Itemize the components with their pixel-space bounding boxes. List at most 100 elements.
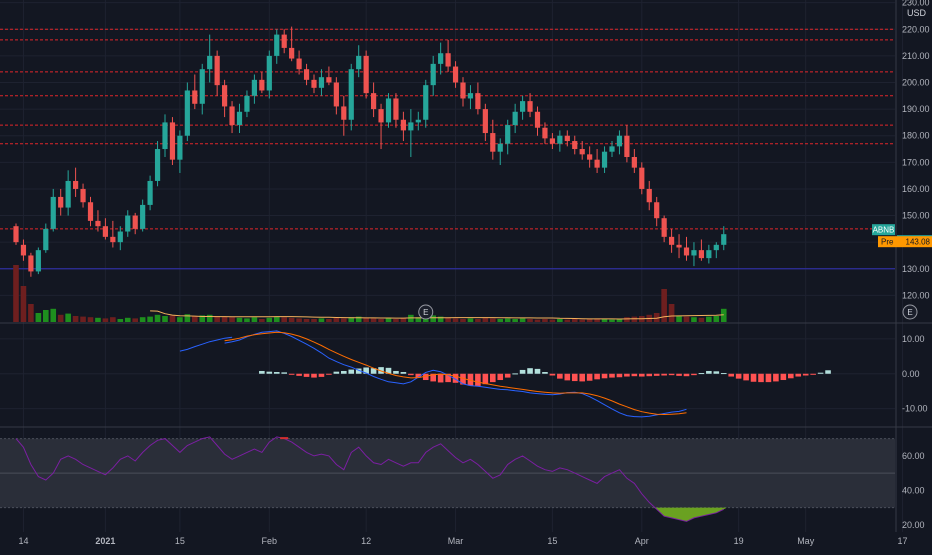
candle-body <box>43 228 49 251</box>
volume-bar <box>378 319 384 322</box>
volume-bar <box>348 317 355 322</box>
volume-bar <box>199 315 206 322</box>
macd-histogram-bar <box>259 370 265 374</box>
volume-average-line <box>150 310 724 320</box>
candlesticks <box>13 26 727 277</box>
time-tick-label: 17 <box>898 536 908 546</box>
volume-bar <box>549 319 556 322</box>
earnings-marker[interactable] <box>418 304 434 320</box>
volume-bar <box>445 317 451 322</box>
macd-histogram-bar <box>810 373 816 375</box>
volume-bar <box>504 318 511 322</box>
macd-histogram-bar <box>817 372 824 374</box>
volume-bar <box>713 316 720 322</box>
pre-market-badge <box>878 236 932 248</box>
candle-body <box>713 244 719 251</box>
volume-bar <box>65 313 71 322</box>
signal-line <box>224 331 687 416</box>
volume-bar <box>557 319 563 322</box>
macd-histogram-bar <box>288 373 295 375</box>
volume-bar <box>72 316 79 322</box>
macd-histogram-bar <box>534 368 541 374</box>
rsi-tick-label: 20.00 <box>902 520 925 530</box>
volume-bar <box>571 319 578 322</box>
candle-body <box>430 63 436 86</box>
earnings-marker[interactable] <box>902 304 918 320</box>
macd-histogram-bar <box>333 371 340 374</box>
volume-bar <box>616 319 623 322</box>
price-tick-label: 230.00 <box>902 0 930 8</box>
macd-histogram-bar <box>735 373 742 379</box>
candle-body <box>244 95 250 112</box>
volume-bar <box>303 319 310 322</box>
horizontal-levels <box>0 28 895 270</box>
macd-histogram-bar <box>445 373 451 383</box>
candle-body <box>356 55 362 70</box>
macd-histogram-bar <box>802 373 809 376</box>
candle-body <box>572 141 578 150</box>
volume-bar <box>720 308 727 322</box>
candle-body <box>460 82 466 99</box>
volume-bar <box>273 316 280 322</box>
volume-bar <box>154 314 161 322</box>
macd-histogram-bar <box>586 373 593 381</box>
macd-histogram-bar <box>616 373 623 378</box>
candle-body <box>371 93 377 110</box>
macd-histogram-bar <box>683 373 690 377</box>
time-axis[interactable]: 14202115Feb12Mar15Apr19May17Jun14Jul <box>18 536 932 546</box>
price-tick-label: 150.00 <box>902 211 930 221</box>
volume-bar <box>259 319 265 322</box>
ticker-label: ABNB <box>873 226 895 235</box>
macd-histogram-bar <box>713 371 720 374</box>
price-tick-label: 120.00 <box>902 290 930 300</box>
currency-label: USD <box>907 8 927 18</box>
volume-bar <box>162 316 168 322</box>
volume-bar <box>370 318 377 322</box>
price-tick-label: 160.00 <box>902 184 930 194</box>
macd-histogram-bar <box>728 373 734 377</box>
candle-body <box>415 119 421 123</box>
macd-histogram-bar <box>720 373 727 375</box>
candle-body <box>117 231 123 243</box>
volume-bar <box>251 317 258 322</box>
volume-bar <box>452 318 459 322</box>
volume-bar <box>475 319 481 322</box>
volume-bar <box>80 316 86 322</box>
volume-bar <box>102 318 109 322</box>
candle-body <box>28 255 34 272</box>
volume-bar <box>214 316 220 322</box>
candle-body <box>192 90 198 104</box>
price-axis[interactable]: 230.00 220.00 210.00 200.00 190.00 180.00 170.… <box>902 0 930 300</box>
macd-histogram-bar <box>281 372 287 374</box>
volume-bar <box>586 319 593 322</box>
macd-tick-label: 0.00 <box>902 369 920 379</box>
candle-body <box>147 180 153 205</box>
candle-body <box>296 58 302 70</box>
volume-bar <box>28 304 34 322</box>
candle-body <box>303 69 310 80</box>
macd-histogram-bar <box>348 369 355 374</box>
macd-histogram-bar <box>557 373 563 379</box>
candle-body <box>95 220 101 227</box>
candle-body <box>259 79 265 91</box>
macd-histogram-bar <box>579 373 585 382</box>
candle-body <box>482 109 488 134</box>
candle-body <box>199 69 205 104</box>
macd-histogram-bar <box>519 369 526 374</box>
macd-histogram-bar <box>668 373 675 376</box>
volume-bar <box>460 319 466 322</box>
volume-bar <box>624 317 630 322</box>
volume-bar <box>35 313 42 322</box>
macd-histogram-bar <box>303 373 310 377</box>
candle-body <box>683 247 690 256</box>
candle-body <box>557 135 563 144</box>
volume-bar <box>266 317 273 322</box>
candle-body <box>154 149 161 181</box>
candle-body <box>35 250 41 272</box>
macd-histogram-bar <box>326 373 332 375</box>
macd-histogram-bar <box>430 373 436 382</box>
volume-bar <box>497 319 504 322</box>
